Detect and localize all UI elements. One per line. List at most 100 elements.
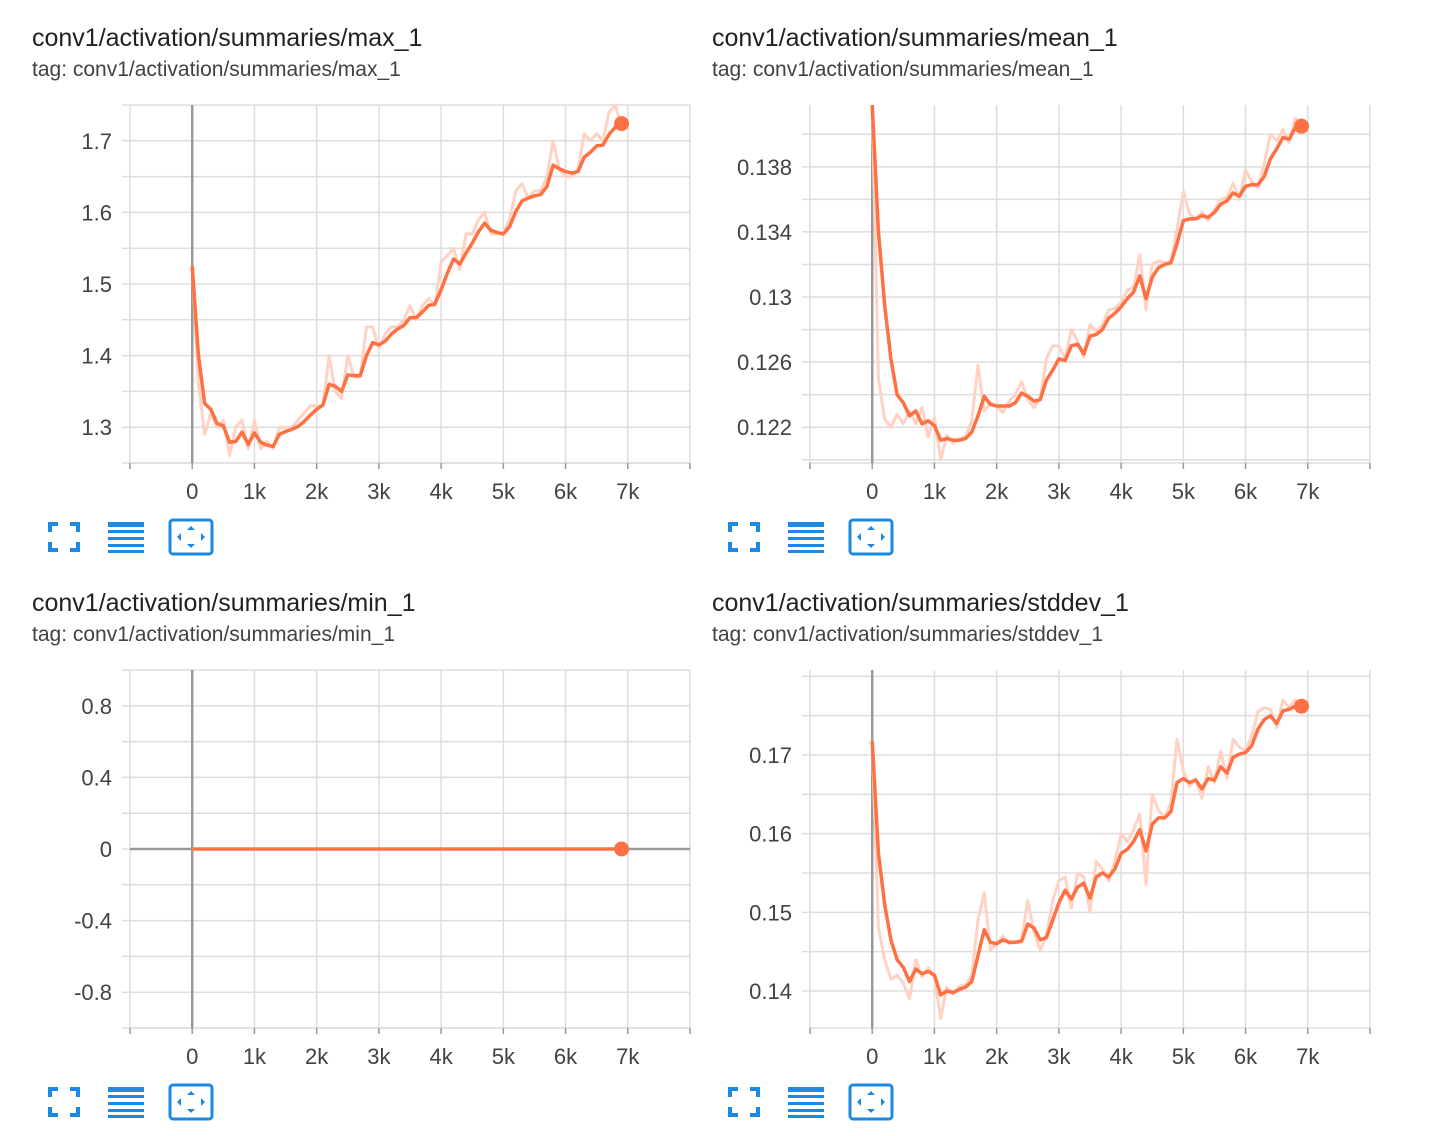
fit-domain-button[interactable] [168, 1083, 214, 1121]
y-tick-label: 0.14 [749, 979, 792, 1004]
y-tick-label: 0.8 [81, 694, 112, 719]
x-tick-label: 3k [1047, 1044, 1071, 1069]
y-tick-label: 0.138 [737, 155, 792, 180]
x-tick-label: 1k [243, 479, 267, 504]
smoothed-series-line [190, 122, 623, 449]
chart-title: conv1/activation/summaries/stddev_1 [712, 589, 1129, 617]
lines-icon [788, 522, 824, 553]
x-tick-label: 2k [305, 1044, 329, 1069]
fit-domain-button[interactable] [848, 518, 894, 556]
y-tick-label: 1.6 [81, 200, 112, 225]
line-chart[interactable]: 0 1k 2k 3k 4k 5k 6k 7k -0.8 -0.4 0 0.4 0.8 [32, 565, 732, 1080]
chart-card-min: conv1/activation/summaries/min_1 tag: co… [32, 565, 732, 1125]
line-chart[interactable]: 0 1k 2k 3k 4k 5k 6k 7k 0.122 0.126 0.13 0.134 0.138 [712, 0, 1412, 515]
y-tick-label: 0.122 [737, 415, 792, 440]
x-tick-label: 0 [866, 479, 878, 504]
smoothed-series-line [870, 704, 1302, 997]
x-tick-label: 7k [1296, 479, 1320, 504]
y-tick-label: -0.4 [74, 909, 112, 934]
y-tick-label: 0.126 [737, 350, 792, 375]
toggle-data-button[interactable] [786, 1083, 826, 1121]
x-tick-label: 6k [1234, 479, 1258, 504]
x-tick-label: 7k [1296, 1044, 1320, 1069]
chart-title: conv1/activation/summaries/min_1 [32, 589, 416, 617]
x-tick-label: 3k [367, 479, 391, 504]
x-tick-label: 5k [1172, 1044, 1196, 1069]
chart-tag: tag: conv1/activation/summaries/max_1 [32, 58, 401, 81]
x-tick-label: 2k [305, 479, 329, 504]
y-tick-label: 1.4 [81, 344, 112, 369]
x-tick-label: 2k [985, 1044, 1009, 1069]
x-tick-label: 4k [1109, 1044, 1133, 1069]
line-chart[interactable]: 0 1k 2k 3k 4k 5k 6k 7k 1.3 1.4 1.5 1.6 1.7 [32, 0, 732, 515]
last-point-marker [1294, 118, 1310, 134]
y-tick-label: 0.134 [737, 220, 792, 245]
x-tick-label: 4k [429, 1044, 453, 1069]
fit-to-domain-icon [848, 518, 894, 556]
fit-domain-button[interactable] [848, 1083, 894, 1121]
fit-to-domain-icon [848, 1083, 894, 1121]
y-tick-label: 0.16 [749, 822, 792, 847]
fullscreen-icon [728, 1087, 760, 1117]
expand-button[interactable] [44, 1083, 84, 1121]
x-tick-label: 3k [1047, 479, 1071, 504]
smoothed-series-line [870, 104, 1302, 442]
x-tick-label: 4k [429, 479, 453, 504]
toggle-data-button[interactable] [786, 518, 826, 556]
y-tick-label: 0 [100, 837, 112, 862]
x-tick-label: 5k [492, 1044, 516, 1069]
fit-to-domain-icon [168, 1083, 214, 1121]
chart-tag: tag: conv1/activation/summaries/min_1 [32, 623, 395, 646]
y-tick-label: 1.5 [81, 272, 112, 297]
expand-button[interactable] [724, 518, 764, 556]
fit-domain-button[interactable] [168, 518, 214, 556]
x-tick-label: 6k [554, 1044, 578, 1069]
x-tick-label: 6k [1234, 1044, 1258, 1069]
raw-series-line [190, 103, 623, 458]
x-tick-label: 6k [554, 479, 578, 504]
fit-to-domain-icon [168, 518, 214, 556]
chart-card-max: conv1/activation/summaries/max_1 tag: co… [32, 0, 732, 560]
x-tick-label: 1k [923, 479, 947, 504]
last-point-marker [1294, 698, 1310, 714]
raw-series-line [870, 698, 1303, 1021]
last-point-marker [614, 841, 630, 857]
y-tick-label: 0.17 [749, 743, 792, 768]
x-tick-label: 0 [186, 479, 198, 504]
expand-button[interactable] [724, 1083, 764, 1121]
fullscreen-icon [48, 1087, 80, 1117]
chart-title: conv1/activation/summaries/mean_1 [712, 24, 1118, 52]
x-tick-label: 0 [186, 1044, 198, 1069]
chart-tag: tag: conv1/activation/summaries/stddev_1 [712, 623, 1104, 646]
chart-card-stddev: conv1/activation/summaries/stddev_1 tag:… [712, 565, 1412, 1125]
fullscreen-icon [728, 522, 760, 552]
y-tick-label: 1.7 [81, 129, 112, 154]
x-tick-label: 2k [985, 479, 1009, 504]
y-tick-label: 0.15 [749, 900, 792, 925]
x-tick-label: 1k [243, 1044, 267, 1069]
toggle-data-button[interactable] [106, 518, 146, 556]
lines-icon [108, 522, 144, 553]
y-tick-label: 0.4 [81, 765, 112, 790]
line-chart[interactable]: 0 1k 2k 3k 4k 5k 6k 7k 0.14 0.15 0.16 0.17 [712, 565, 1412, 1080]
chart-title: conv1/activation/summaries/max_1 [32, 24, 423, 52]
toggle-data-button[interactable] [106, 1083, 146, 1121]
x-tick-label: 3k [367, 1044, 391, 1069]
last-point-marker [614, 116, 630, 132]
raw-series-line [870, 104, 1303, 462]
chart-card-mean: conv1/activation/summaries/mean_1 tag: c… [712, 0, 1412, 560]
x-tick-label: 5k [492, 479, 516, 504]
fullscreen-icon [48, 522, 80, 552]
chart-tag: tag: conv1/activation/summaries/mean_1 [712, 58, 1094, 81]
y-tick-label: -0.8 [74, 980, 112, 1005]
lines-icon [108, 1087, 144, 1118]
y-tick-label: 1.3 [81, 415, 112, 440]
x-tick-label: 7k [616, 479, 640, 504]
y-tick-label: 0.13 [749, 285, 792, 310]
x-tick-label: 4k [1109, 479, 1133, 504]
x-tick-label: 1k [923, 1044, 947, 1069]
expand-button[interactable] [44, 518, 84, 556]
x-tick-label: 7k [616, 1044, 640, 1069]
x-tick-label: 0 [866, 1044, 878, 1069]
lines-icon [788, 1087, 824, 1118]
